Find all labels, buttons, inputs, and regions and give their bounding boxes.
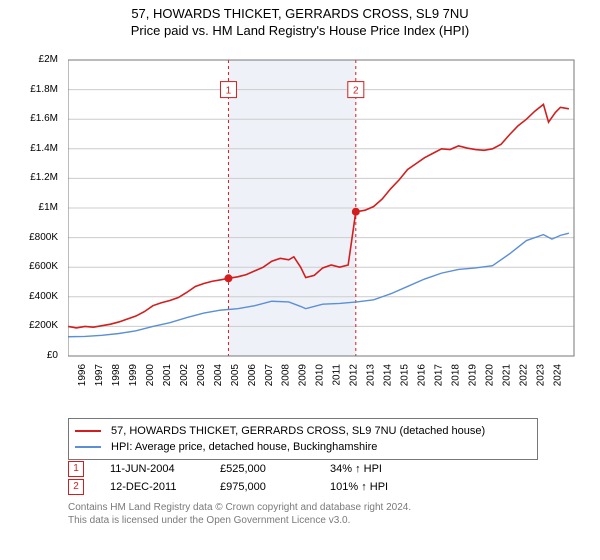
x-tick-label: 2005 <box>230 364 241 387</box>
legend-swatch-hpi <box>75 446 101 448</box>
footer-line-1: Contains HM Land Registry data © Crown c… <box>68 502 568 515</box>
x-tick-label: 2020 <box>484 364 495 387</box>
title-block: 57, HOWARDS THICKET, GERRARDS CROSS, SL9… <box>0 0 600 38</box>
legend-swatch-property <box>75 430 101 432</box>
event-marker-1: 1 <box>68 461 84 477</box>
x-tick-label: 2016 <box>417 364 428 387</box>
y-tick-label: £1.6M <box>30 113 58 124</box>
x-tick-label: 2018 <box>451 364 462 387</box>
y-tick-label: £0 <box>47 350 58 361</box>
x-tick-label: 2008 <box>281 364 292 387</box>
y-tick-label: £200K <box>29 320 58 331</box>
legend: 57, HOWARDS THICKET, GERRARDS CROSS, SL9… <box>68 418 538 460</box>
x-tick-label: 2021 <box>501 364 512 387</box>
y-tick-label: £1.2M <box>30 172 58 183</box>
x-tick-label: 1997 <box>94 364 105 387</box>
event-row-1: 1 11-JUN-2004 £525,000 34% ↑ HPI <box>68 460 548 478</box>
y-tick-label: £1M <box>39 202 58 213</box>
events-table: 1 11-JUN-2004 £525,000 34% ↑ HPI 2 12-DE… <box>68 460 548 496</box>
title-sub: Price paid vs. HM Land Registry's House … <box>0 23 600 38</box>
event-row-2: 2 12-DEC-2011 £975,000 101% ↑ HPI <box>68 478 548 496</box>
x-tick-label: 2015 <box>400 364 411 387</box>
x-tick-label: 1996 <box>77 364 88 387</box>
event-hpi-2: 101% ↑ HPI <box>330 481 470 493</box>
x-tick-label: 2019 <box>468 364 479 387</box>
footer: Contains HM Land Registry data © Crown c… <box>68 502 568 527</box>
y-tick-label: £2M <box>39 54 58 65</box>
event-price-1: £525,000 <box>220 463 330 475</box>
x-tick-label: 2001 <box>162 364 173 387</box>
x-tick-label: 2017 <box>434 364 445 387</box>
x-tick-label: 2000 <box>145 364 156 387</box>
y-tick-label: £600K <box>29 261 58 272</box>
x-tick-label: 2006 <box>247 364 258 387</box>
y-tick-label: £1.8M <box>30 84 58 95</box>
x-tick-label: 2007 <box>264 364 275 387</box>
x-tick-label: 2004 <box>213 364 224 387</box>
price-chart: 1 2 1995 1996 1997 1998 1999 2000 2001 2002 2003 20… <box>68 56 578 406</box>
x-tick-label: 2014 <box>383 364 394 387</box>
y-axis-labels: £0 £200K £400K £600K £800K £1M £1.2M £1.4M £1.6M… <box>0 56 64 406</box>
event-box-label-2: 2 <box>353 86 359 97</box>
legend-row-property: 57, HOWARDS THICKET, GERRARDS CROSS, SL9… <box>75 423 531 439</box>
event-hpi-1: 34% ↑ HPI <box>330 463 470 475</box>
x-tick-label: 2024 <box>552 364 563 387</box>
event-date-1: 11-JUN-2004 <box>110 463 220 475</box>
x-tick-label: 2009 <box>298 364 309 387</box>
x-tick-label: 2003 <box>196 364 207 387</box>
x-tick-label: 2011 <box>332 364 343 386</box>
x-tick-label: 2023 <box>535 364 546 387</box>
legend-row-hpi: HPI: Average price, detached house, Buck… <box>75 439 531 455</box>
x-tick-label: 2012 <box>349 364 360 387</box>
event-box-label-1: 1 <box>226 86 232 97</box>
legend-label-property: 57, HOWARDS THICKET, GERRARDS CROSS, SL9… <box>111 425 485 437</box>
y-tick-label: £400K <box>29 291 58 302</box>
legend-label-hpi: HPI: Average price, detached house, Buck… <box>111 441 377 453</box>
event-marker-2: 2 <box>68 479 84 495</box>
x-tick-label: 2013 <box>366 364 377 387</box>
x-tick-label: 2022 <box>518 364 529 387</box>
x-tick-label: 2002 <box>179 364 190 387</box>
y-tick-label: £1.4M <box>30 143 58 154</box>
x-tick-label: 2010 <box>315 364 326 387</box>
x-tick-label: 1999 <box>128 364 139 387</box>
event-price-2: £975,000 <box>220 481 330 493</box>
title-main: 57, HOWARDS THICKET, GERRARDS CROSS, SL9… <box>0 6 600 21</box>
x-tick-label: 1998 <box>111 364 122 387</box>
event-date-2: 12-DEC-2011 <box>110 481 220 493</box>
x-tick-label: 1995 <box>68 364 71 387</box>
footer-line-2: This data is licensed under the Open Gov… <box>68 515 568 528</box>
y-tick-label: £800K <box>29 232 58 243</box>
